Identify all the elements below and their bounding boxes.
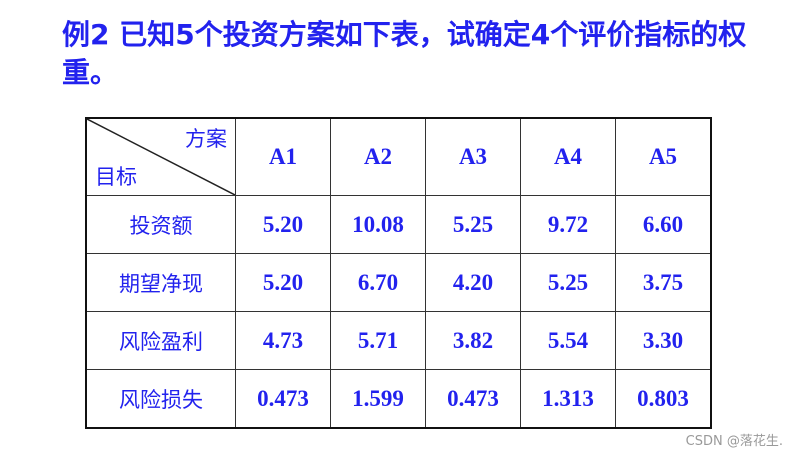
table-row: 投资额 5.20 10.08 5.25 9.72 6.60 <box>85 195 712 254</box>
column-header: A3 <box>425 117 521 196</box>
corner-top-label: 方案 <box>185 127 227 151</box>
cell: 5.20 <box>235 195 331 254</box>
cell: 6.70 <box>330 253 426 312</box>
cell: 5.54 <box>520 311 616 370</box>
corner-bottom-label: 目标 <box>95 165 137 189</box>
table-row: 风险损失 0.473 1.599 0.473 1.313 0.803 <box>85 369 712 429</box>
data-table: 方案 目标 A1 A2 A3 A4 A5 投资额 5.20 10.08 5.25… <box>85 117 712 429</box>
cell: 5.25 <box>425 195 521 254</box>
cell: 5.20 <box>235 253 331 312</box>
header-row: 方案 目标 A1 A2 A3 A4 A5 <box>85 117 712 196</box>
cell: 1.313 <box>520 369 616 429</box>
cell: 3.30 <box>615 311 712 370</box>
column-header: A5 <box>615 117 712 196</box>
problem-title: 例2 已知5个投资方案如下表，试确定4个评价指标的权重。 <box>62 18 747 89</box>
diagonal-line <box>87 119 235 195</box>
cell: 6.60 <box>615 195 712 254</box>
cell: 5.25 <box>520 253 616 312</box>
cell: 0.473 <box>235 369 331 429</box>
row-label: 期望净现 <box>85 253 236 312</box>
row-label: 风险损失 <box>85 369 236 429</box>
column-header: A1 <box>235 117 331 196</box>
cell: 4.20 <box>425 253 521 312</box>
cell: 5.71 <box>330 311 426 370</box>
column-header: A2 <box>330 117 426 196</box>
cell: 4.73 <box>235 311 331 370</box>
table-row: 风险盈利 4.73 5.71 3.82 5.54 3.30 <box>85 311 712 370</box>
cell: 10.08 <box>330 195 426 254</box>
row-label: 风险盈利 <box>85 311 236 370</box>
watermark: CSDN @落花生. <box>685 434 783 449</box>
cell: 9.72 <box>520 195 616 254</box>
cell: 0.803 <box>615 369 712 429</box>
row-label: 投资额 <box>85 195 236 254</box>
corner-cell: 方案 目标 <box>85 117 236 196</box>
cell: 3.82 <box>425 311 521 370</box>
column-header: A4 <box>520 117 616 196</box>
cell: 0.473 <box>425 369 521 429</box>
table-row: 期望净现 5.20 6.70 4.20 5.25 3.75 <box>85 253 712 312</box>
cell: 1.599 <box>330 369 426 429</box>
cell: 3.75 <box>615 253 712 312</box>
